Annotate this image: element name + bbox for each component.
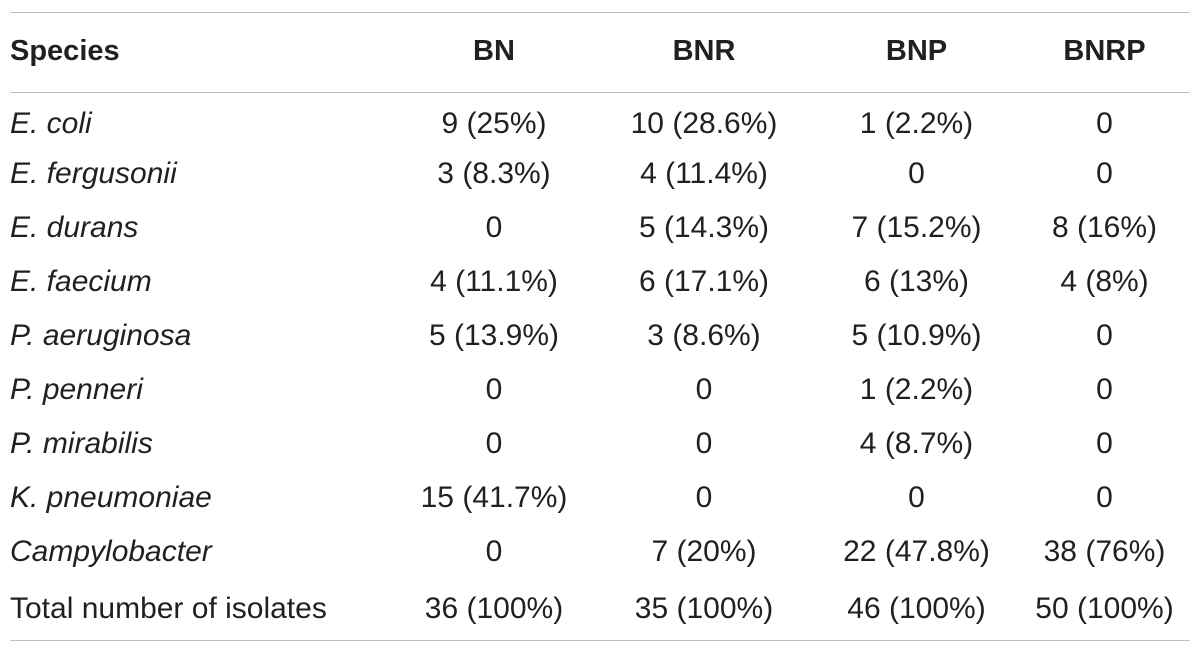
value-cell-bnr: 0 — [695, 426, 713, 460]
value-cell-bnp: 1 (2.2%) — [859, 372, 974, 406]
value-cell-bn: 36 (100%) — [424, 592, 564, 626]
value-cell-bnr: 6 (17.1%) — [638, 264, 770, 298]
value-cell-bnp: 1 (2.2%) — [859, 106, 974, 140]
value-cell-bnrp: 0 — [1096, 426, 1113, 460]
value-cell-bnp: 6 (13%) — [863, 264, 970, 298]
species-table-container: Species BN BNR BNP BNRP E. coli 9 (25%) 10… — [10, 12, 1190, 641]
column-header-bn: BN — [473, 35, 515, 67]
value-cell-bnp: 7 (15.2%) — [851, 210, 982, 244]
value-cell-bnrp: 0 — [1096, 106, 1113, 140]
species-isolates-table: Species BN BNR BNP BNRP E. coli 9 (25%) 10… — [10, 12, 1190, 641]
value-cell-bnrp: 0 — [1096, 318, 1113, 352]
column-header-bnrp: BNRP — [1063, 35, 1146, 67]
column-header-bnp: BNP — [885, 35, 948, 67]
value-cell-bn: 0 — [485, 372, 503, 406]
table-row: K. pneumoniae 15 (41.7%) 0 0 0 — [10, 471, 1190, 525]
table-row: P. penneri 0 0 1 (2.2%) 0 — [10, 363, 1190, 417]
value-cell-bnr: 0 — [695, 372, 713, 406]
value-cell-bnr: 10 (28.6%) — [630, 106, 778, 140]
value-cell-bnr: 4 (11.4%) — [640, 156, 768, 190]
species-cell: E. coli — [10, 106, 92, 140]
value-cell-bnp: 0 — [908, 156, 925, 190]
table-row: E. durans 0 5 (14.3%) 7 (15.2%) 8 (16%) — [10, 201, 1190, 255]
value-cell-bnr: 35 (100%) — [634, 592, 774, 626]
table-row: P. mirabilis 0 0 4 (8.7%) 0 — [10, 417, 1190, 471]
value-cell-bnp: 46 (100%) — [847, 592, 986, 626]
table-body: E. coli 9 (25%) 10 (28.6%) 1 (2.2%) 0 E. ferg… — [10, 93, 1190, 641]
species-cell: P. penneri — [10, 372, 143, 406]
value-cell-bn: 0 — [485, 426, 503, 460]
value-cell-bnrp: 0 — [1096, 156, 1113, 190]
value-cell-bnp: 22 (47.8%) — [843, 534, 990, 568]
table-row: E. faecium 4 (11.1%) 6 (17.1%) 6 (13%) 4 (8%… — [10, 255, 1190, 309]
species-cell: P. aeruginosa — [10, 318, 192, 352]
table-header: Species BN BNR BNP BNRP — [10, 12, 1190, 93]
value-cell-bnp: 4 (8.7%) — [859, 426, 974, 460]
species-cell: Total number of isolates — [10, 592, 327, 626]
value-cell-bn: 0 — [485, 210, 503, 244]
value-cell-bn: 9 (25%) — [441, 106, 547, 140]
table-row: P. aeruginosa 5 (13.9%) 3 (8.6%) 5 (10.9%) 0 — [10, 309, 1190, 363]
table-header-row: Species BN BNR BNP BNRP — [10, 12, 1190, 93]
value-cell-bnr: 5 (14.3%) — [638, 210, 770, 244]
value-cell-bn: 3 (8.3%) — [437, 156, 551, 190]
column-header-bnr: BNR — [672, 35, 736, 67]
species-cell: Campylobacter — [10, 534, 212, 568]
value-cell-bnp: 0 — [908, 480, 925, 514]
species-cell: K. pneumoniae — [10, 480, 212, 514]
species-cell: E. durans — [10, 210, 139, 244]
value-cell-bnrp: 8 (16%) — [1051, 210, 1158, 244]
value-cell-bnrp: 50 (100%) — [1035, 592, 1174, 626]
value-cell-bnrp: 0 — [1096, 480, 1113, 514]
value-cell-bnp: 5 (10.9%) — [851, 318, 982, 352]
table-row: Total number of isolates 36 (100%) 35 (100… — [10, 579, 1190, 641]
value-cell-bn: 15 (41.7%) — [420, 480, 568, 514]
species-cell: E. faecium — [10, 264, 152, 298]
table-row: E. coli 9 (25%) 10 (28.6%) 1 (2.2%) 0 — [10, 93, 1190, 147]
species-cell: P. mirabilis — [10, 426, 153, 460]
value-cell-bnrp: 0 — [1096, 372, 1113, 406]
column-header-species: Species — [10, 35, 120, 67]
value-cell-bn: 4 (11.1%) — [430, 264, 558, 298]
value-cell-bn: 5 (13.9%) — [428, 318, 560, 352]
value-cell-bnr: 7 (20%) — [651, 534, 757, 568]
value-cell-bnr: 3 (8.6%) — [647, 318, 761, 352]
value-cell-bnr: 0 — [695, 480, 713, 514]
table-row: Campylobacter 0 7 (20%) 22 (47.8%) 38 (76%) — [10, 525, 1190, 579]
value-cell-bnrp: 4 (8%) — [1060, 264, 1149, 298]
species-cell: E. fergusonii — [10, 156, 177, 190]
table-row: E. fergusonii 3 (8.3%) 4 (11.4%) 0 0 — [10, 147, 1190, 201]
value-cell-bnrp: 38 (76%) — [1043, 534, 1166, 568]
value-cell-bn: 0 — [485, 534, 503, 568]
